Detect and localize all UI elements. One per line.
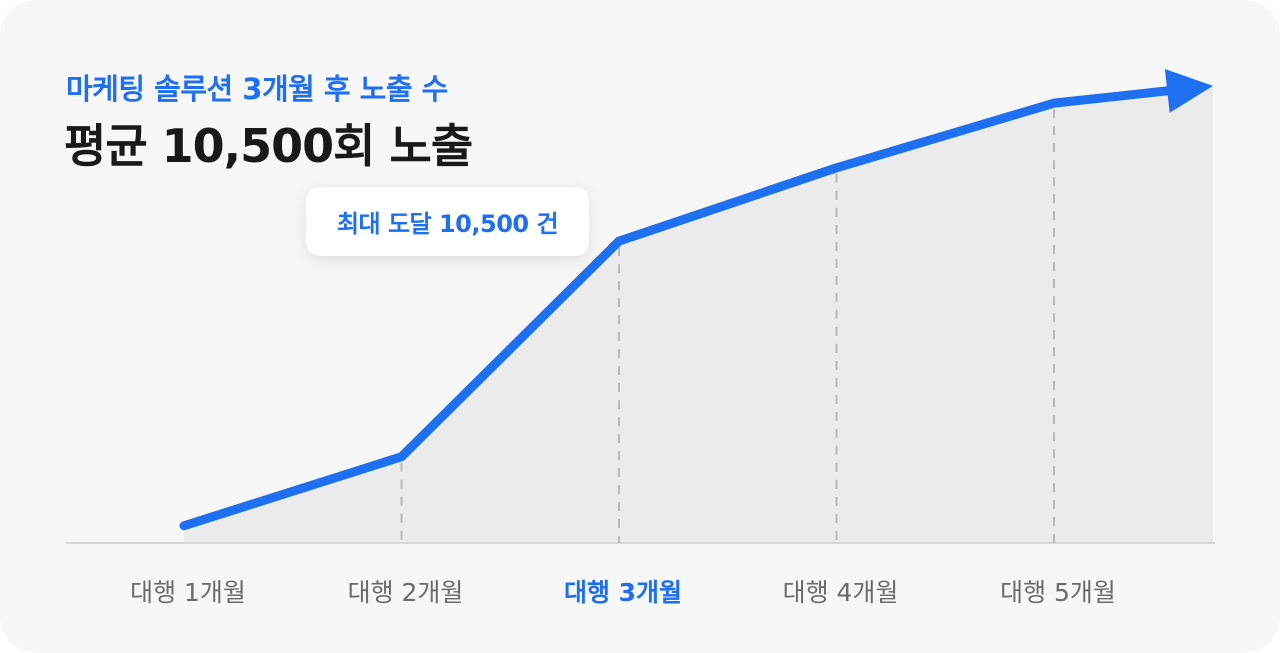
x-axis-label-5: 대행 5개월 xyxy=(1000,578,1116,607)
max-reach-callout: 최대 도달 10,500 건 xyxy=(306,187,589,256)
chart-area-fill xyxy=(184,85,1213,543)
chart-subtitle: 마케팅 솔루션 3개월 후 노출 수 xyxy=(66,72,448,106)
x-axis-label-4: 대행 4개월 xyxy=(783,578,899,607)
growth-series-line xyxy=(179,85,1176,531)
x-axis-label-1: 대행 1개월 xyxy=(130,578,246,607)
chart-title: 평균 10,500회 노출 xyxy=(64,119,473,173)
x-axis-label-2: 대행 2개월 xyxy=(348,578,464,607)
arrow-head-icon xyxy=(1164,68,1213,113)
x-axis-label-3: 대행 3개월 xyxy=(564,578,682,607)
